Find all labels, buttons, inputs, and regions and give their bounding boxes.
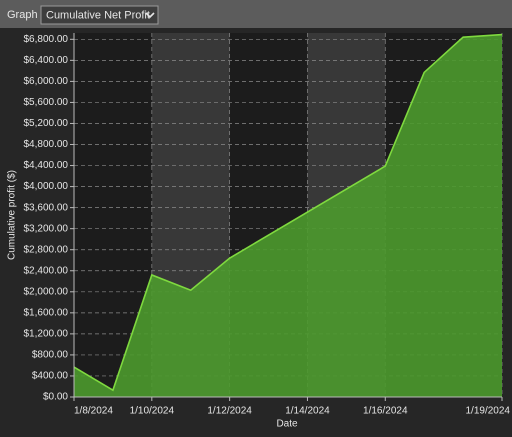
y-tick-label: $1,600.00 (24, 307, 69, 318)
dropdown[interactable] (40, 5, 159, 25)
y-tick-label: $6,800.00 (24, 34, 69, 45)
y-tick-label: $3,200.00 (24, 223, 69, 234)
x-tick-label: 1/16/2024 (363, 406, 408, 417)
x-tick-label: 1/8/2024 (74, 406, 113, 417)
y-tick-label: $5,200.00 (24, 118, 69, 129)
x-tick-label: 1/14/2024 (285, 406, 330, 417)
line (73, 33, 503, 392)
x-tick-label: 1/10/2024 (130, 406, 175, 417)
y-axis-label: Cumulative profit ($) (7, 170, 18, 260)
toolbar-label: Graph (7, 9, 38, 21)
y-tick-label: $800.00 (32, 350, 69, 361)
y-tick-label: $3,600.00 (24, 202, 69, 213)
y-tick-label: $6,000.00 (24, 76, 69, 87)
y-tick-label: $6,400.00 (24, 55, 69, 66)
y-tick-label: $4,800.00 (24, 139, 69, 150)
dropdown-value[interactable]: Cumulative Net Profit (46, 9, 150, 21)
y-tick-label: $2,400.00 (24, 265, 69, 276)
area (74, 34, 502, 397)
y-tick-label: $4,400.00 (24, 160, 69, 171)
y-tick-label: $5,600.00 (24, 97, 69, 108)
x-tick-label: 1/12/2024 (207, 406, 252, 417)
y-tick-label: $2,800.00 (24, 244, 69, 255)
y-tick-label: $4,000.00 (24, 181, 69, 192)
y-tick-label: $0.00 (43, 392, 68, 403)
y-tick-label: $400.00 (32, 371, 69, 382)
y-tick-label: $2,000.00 (24, 286, 69, 297)
x-tick-label: 1/19/2024 (466, 406, 511, 417)
y-tick-label: $1,200.00 (24, 329, 69, 340)
x-axis-label: Date (276, 419, 298, 430)
dropdown-arrow[interactable] (145, 12, 155, 19)
